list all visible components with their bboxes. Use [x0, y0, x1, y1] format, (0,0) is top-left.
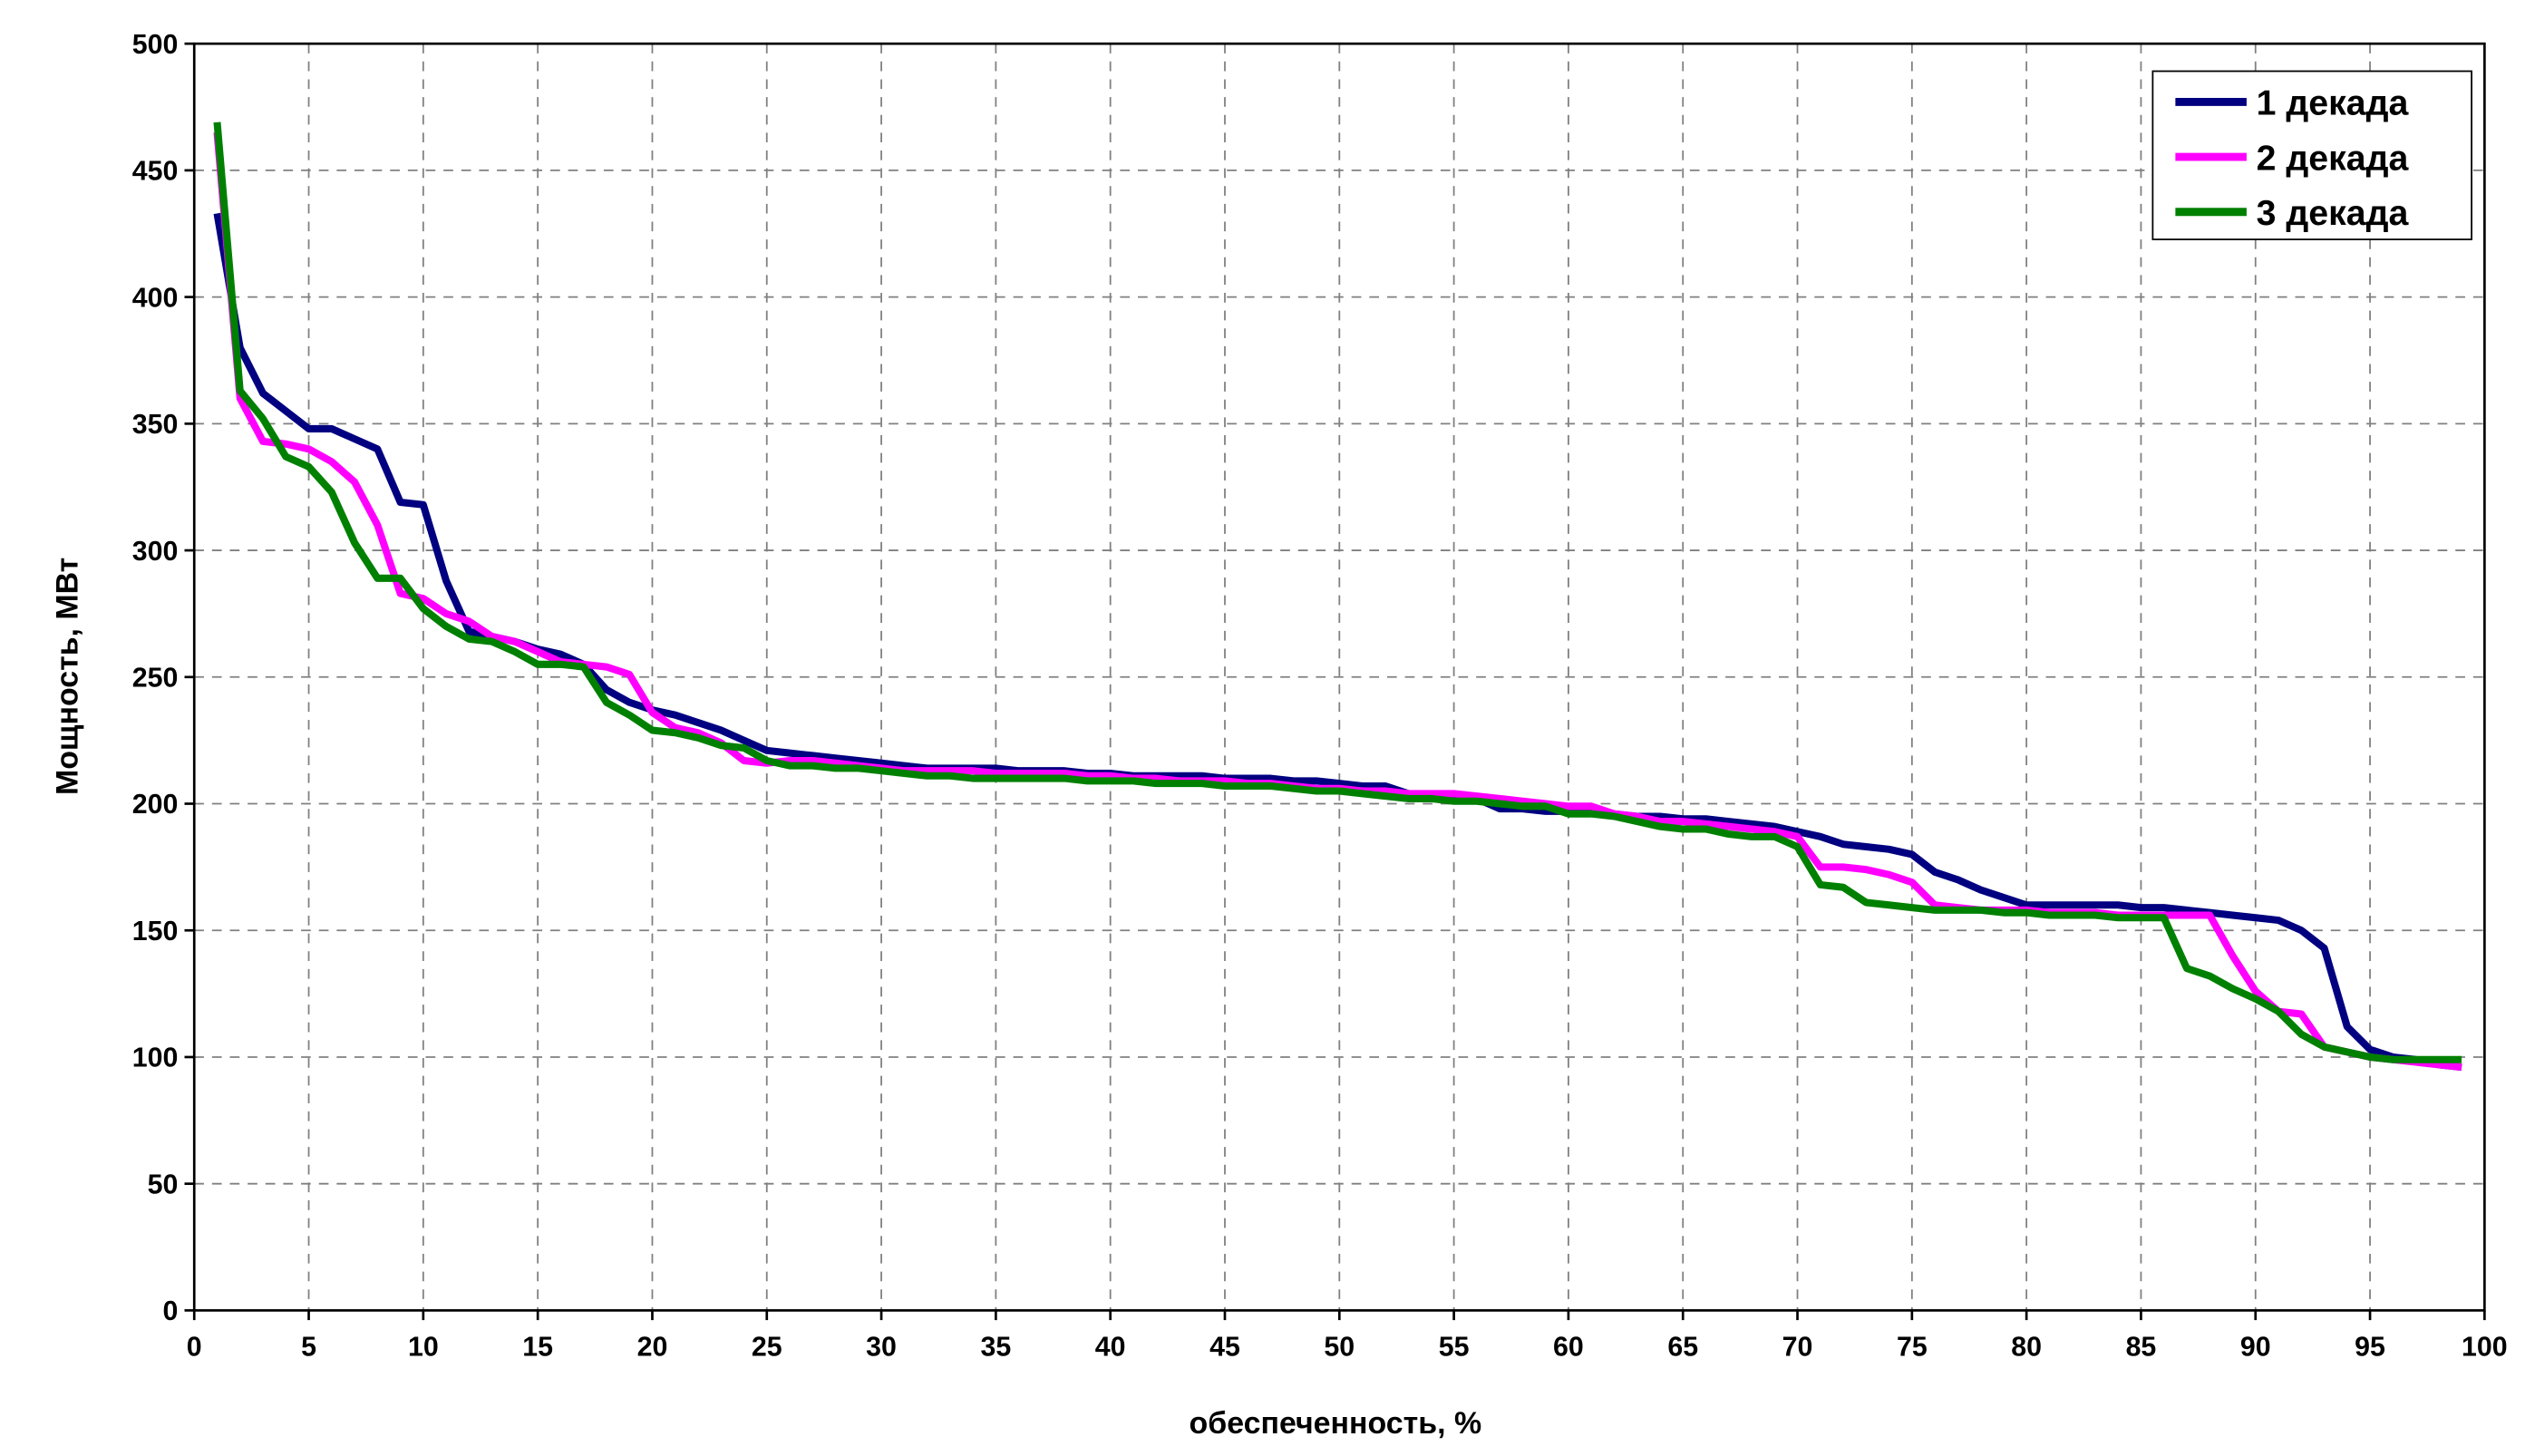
- x-tick-label: 85: [2126, 1332, 2157, 1362]
- x-tick-label: 0: [187, 1332, 202, 1362]
- x-tick-label: 70: [1782, 1332, 1813, 1362]
- x-tick-label: 100: [2462, 1332, 2508, 1362]
- y-tick-label: 500: [132, 30, 179, 60]
- x-tick-label: 5: [301, 1332, 316, 1362]
- x-tick-label: 80: [2011, 1332, 2042, 1362]
- x-tick-label: 55: [1439, 1332, 1470, 1362]
- legend-label: 3 декада: [2257, 193, 2410, 233]
- x-tick-label: 75: [1897, 1332, 1928, 1362]
- x-tick-label: 60: [1553, 1332, 1584, 1362]
- x-tick-label: 65: [1667, 1332, 1698, 1362]
- x-tick-label: 30: [866, 1332, 897, 1362]
- y-tick-label: 150: [132, 917, 179, 946]
- legend-label: 2 декада: [2257, 138, 2410, 178]
- x-tick-label: 15: [522, 1332, 553, 1362]
- y-tick-label: 300: [132, 537, 179, 567]
- x-tick-label: 10: [408, 1332, 439, 1362]
- x-tick-label: 45: [1209, 1332, 1240, 1362]
- x-tick-label: 40: [1095, 1332, 1126, 1362]
- legend-label: 1 декада: [2257, 83, 2410, 123]
- x-tick-label: 20: [637, 1332, 668, 1362]
- legend: 1 декада 2 декада 3 декада: [2151, 70, 2472, 240]
- plot-frame: [192, 42, 2486, 1312]
- y-tick-label: 200: [132, 790, 179, 820]
- line-series: [213, 121, 2462, 1063]
- y-axis-title: Мощность, МВт: [51, 558, 85, 795]
- x-tick-label: 35: [981, 1332, 1012, 1362]
- y-tick-label: 250: [132, 664, 179, 694]
- y-tick-label: 0: [162, 1296, 178, 1326]
- x-axis-title: обеспеченность, %: [1190, 1406, 1482, 1441]
- x-tick-label: 50: [1324, 1332, 1355, 1362]
- y-tick-label: 400: [132, 283, 179, 313]
- y-tick-label: 450: [132, 157, 179, 187]
- x-tick-label: 90: [2240, 1332, 2271, 1362]
- x-tick-label: 25: [752, 1332, 782, 1362]
- x-tick-label: 95: [2355, 1332, 2385, 1362]
- y-tick-label: 350: [132, 410, 179, 440]
- y-tick-label: 50: [148, 1170, 179, 1199]
- y-tick-label: 100: [132, 1043, 179, 1073]
